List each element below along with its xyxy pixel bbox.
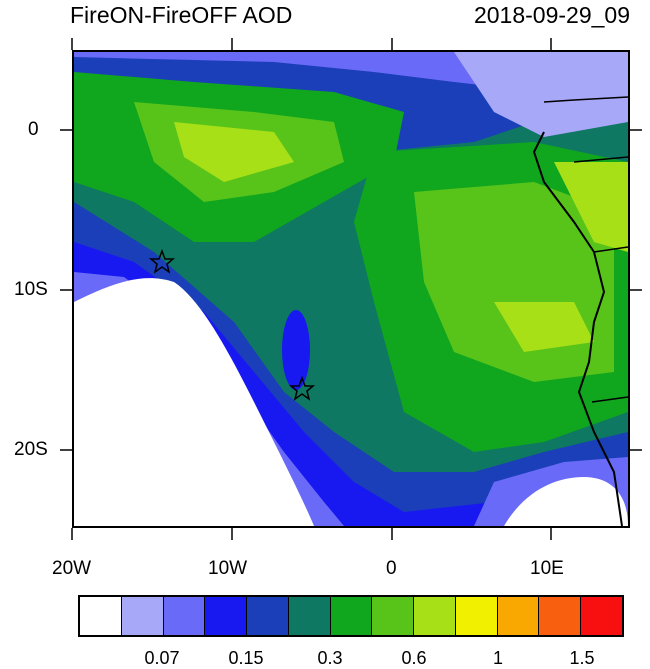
star-marker bbox=[148, 248, 176, 274]
colorbar-swatch bbox=[372, 597, 415, 635]
colorbar-swatch bbox=[497, 597, 540, 635]
aod-region-east-peak bbox=[494, 302, 594, 352]
colorbar-swatch bbox=[80, 597, 122, 635]
star-marker bbox=[288, 375, 316, 401]
x-tick-label: 0 bbox=[386, 558, 397, 579]
colorbar-label: 0.3 bbox=[317, 648, 343, 668]
colorbar-swatch bbox=[205, 597, 248, 635]
map-panel bbox=[72, 50, 630, 528]
border-line bbox=[591, 396, 628, 403]
border-line bbox=[543, 96, 628, 103]
aod-region-clean-southeast bbox=[504, 477, 628, 526]
colorbar-label: 0.15 bbox=[228, 648, 264, 668]
x-tick-label: 10E bbox=[530, 558, 564, 579]
aod-region-plume-nw-peak bbox=[174, 122, 294, 182]
x-tick-label: 20W bbox=[52, 558, 92, 579]
border-line bbox=[573, 156, 628, 163]
colorbar-swatch bbox=[288, 597, 331, 635]
y-tick-label: 0 bbox=[28, 119, 39, 140]
colorbar-swatch bbox=[163, 597, 206, 635]
plot-title: FireON-FireOFF AOD bbox=[70, 2, 293, 28]
coastline bbox=[532, 131, 623, 526]
plot-timestamp: 2018-09-29_09 bbox=[473, 2, 630, 28]
aod-map bbox=[74, 52, 628, 526]
colorbar-swatch bbox=[455, 597, 498, 635]
colorbar-swatch bbox=[581, 597, 622, 635]
aod-region-offshore-patch bbox=[282, 310, 310, 390]
colorbar-swatch bbox=[121, 597, 164, 635]
colorbar-swatch bbox=[247, 597, 289, 635]
colorbar-label: 1 bbox=[492, 648, 504, 668]
colorbar-swatch bbox=[330, 597, 373, 635]
y-tick-label: 10S bbox=[14, 279, 48, 300]
aod-region-clean-southwest bbox=[74, 278, 314, 526]
colorbar-swatch bbox=[414, 597, 456, 635]
aod-region-northeast bbox=[454, 52, 628, 137]
colorbar-label: 0.6 bbox=[401, 648, 427, 668]
colorbar-label: 1.5 bbox=[569, 648, 595, 668]
x-tick-label: 10W bbox=[208, 558, 248, 579]
colorbar-label: 0.07 bbox=[144, 648, 180, 668]
aod-region-coast-peak bbox=[554, 162, 628, 252]
border-line bbox=[593, 246, 628, 253]
y-tick-label: 20S bbox=[14, 439, 48, 460]
colorbar bbox=[78, 595, 624, 637]
colorbar-swatch bbox=[539, 597, 582, 635]
